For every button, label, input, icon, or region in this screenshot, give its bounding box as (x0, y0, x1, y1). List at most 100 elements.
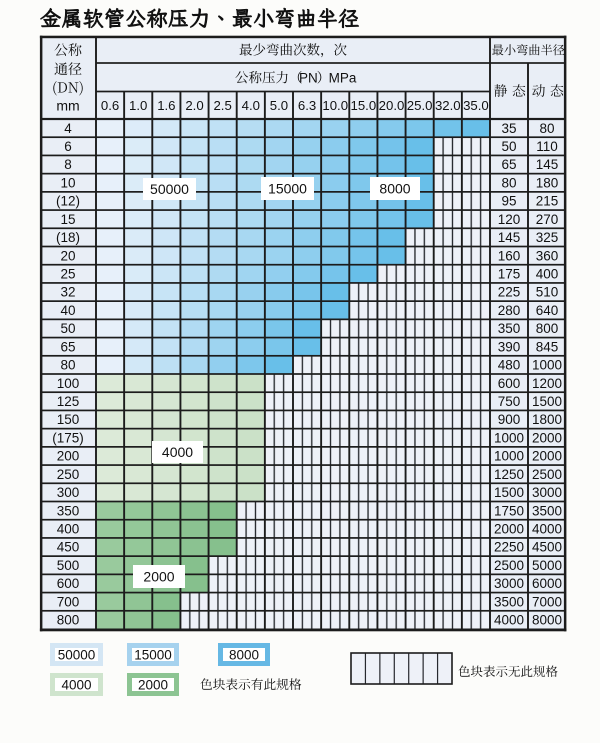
svg-text:1800: 1800 (532, 412, 562, 427)
svg-text:80: 80 (539, 121, 554, 136)
svg-text:20.0: 20.0 (379, 98, 405, 113)
svg-text:1.6: 1.6 (157, 98, 175, 113)
svg-text:350: 350 (57, 503, 80, 518)
svg-text:2000: 2000 (494, 522, 524, 537)
svg-text:mm: mm (56, 98, 79, 114)
svg-text:325: 325 (536, 230, 559, 245)
svg-text:35: 35 (501, 121, 516, 136)
svg-text:2.5: 2.5 (213, 98, 231, 113)
svg-text:4000: 4000 (162, 444, 193, 460)
svg-text:6000: 6000 (532, 576, 562, 591)
svg-text:1000: 1000 (532, 358, 562, 373)
svg-text:15: 15 (60, 212, 75, 227)
svg-text:PN: PN (299, 70, 318, 85)
svg-text:200: 200 (57, 449, 80, 464)
svg-text:50: 50 (60, 321, 75, 336)
svg-text:160: 160 (498, 248, 521, 263)
svg-text:20: 20 (60, 248, 75, 263)
svg-text:1200: 1200 (532, 376, 562, 391)
svg-text:280: 280 (498, 303, 521, 318)
svg-text:225: 225 (498, 285, 521, 300)
svg-text:15.0: 15.0 (351, 98, 377, 113)
svg-text:900: 900 (498, 412, 521, 427)
svg-text:1250: 1250 (494, 467, 524, 482)
svg-text:40: 40 (60, 303, 75, 318)
svg-text:845: 845 (536, 339, 559, 354)
svg-text:1500: 1500 (494, 485, 524, 500)
svg-text:400: 400 (536, 267, 559, 282)
svg-text:100: 100 (57, 376, 80, 391)
svg-text:750: 750 (498, 394, 521, 409)
svg-text:(12): (12) (56, 194, 80, 209)
svg-text:300: 300 (57, 485, 80, 500)
svg-text:215: 215 (536, 194, 559, 209)
svg-text:2000: 2000 (532, 430, 562, 445)
svg-text:35.0: 35.0 (463, 98, 489, 113)
svg-text:8000: 8000 (532, 613, 562, 628)
svg-text:110: 110 (536, 139, 558, 154)
svg-text:3000: 3000 (532, 485, 562, 500)
svg-text:600: 600 (57, 576, 80, 591)
svg-text:500: 500 (57, 558, 80, 573)
svg-text:510: 510 (536, 285, 559, 300)
svg-text:10.0: 10.0 (322, 98, 348, 113)
svg-text:4000: 4000 (61, 677, 91, 692)
svg-text:4: 4 (64, 121, 72, 136)
svg-text:5000: 5000 (532, 558, 562, 573)
svg-text:2000: 2000 (532, 449, 562, 464)
svg-text:8: 8 (64, 157, 72, 172)
svg-text:50: 50 (501, 139, 516, 154)
svg-text:10: 10 (60, 175, 75, 190)
svg-text:350: 350 (498, 321, 521, 336)
svg-text:4.0: 4.0 (242, 98, 260, 113)
svg-text:8000: 8000 (229, 647, 259, 662)
svg-text:150: 150 (57, 412, 80, 427)
svg-text:1.0: 1.0 (129, 98, 147, 113)
svg-text:4000: 4000 (532, 522, 562, 537)
svg-text:390: 390 (498, 339, 521, 354)
svg-text:3500: 3500 (532, 503, 562, 518)
svg-text:95: 95 (501, 194, 516, 209)
svg-text:2000: 2000 (138, 677, 168, 692)
svg-text:8000: 8000 (379, 180, 410, 196)
svg-text:270: 270 (536, 212, 559, 227)
svg-text:800: 800 (57, 613, 80, 628)
svg-text:7000: 7000 (532, 594, 562, 609)
svg-text:15000: 15000 (268, 180, 307, 196)
svg-text:145: 145 (498, 230, 521, 245)
svg-text:0.6: 0.6 (101, 98, 119, 113)
svg-text:2.0: 2.0 (185, 98, 203, 113)
svg-text:2500: 2500 (494, 558, 524, 573)
svg-text:640: 640 (536, 303, 559, 318)
svg-text:175: 175 (498, 267, 521, 282)
svg-text:4500: 4500 (532, 540, 562, 555)
svg-text:2500: 2500 (532, 467, 562, 482)
svg-text:700: 700 (57, 594, 80, 609)
svg-text:65: 65 (60, 339, 75, 354)
svg-text:450: 450 (57, 540, 80, 555)
svg-text:80: 80 (60, 358, 75, 373)
svg-text:3500: 3500 (494, 594, 524, 609)
svg-text:125: 125 (57, 394, 80, 409)
svg-text:6: 6 (64, 139, 72, 154)
svg-text:1750: 1750 (494, 503, 524, 518)
svg-text:800: 800 (536, 321, 559, 336)
svg-text:400: 400 (57, 522, 80, 537)
svg-text:120: 120 (498, 212, 521, 227)
svg-text:180: 180 (536, 175, 559, 190)
svg-text:32.0: 32.0 (435, 98, 461, 113)
svg-text:1000: 1000 (494, 449, 524, 464)
svg-text:15000: 15000 (134, 647, 172, 662)
svg-text:3000: 3000 (494, 576, 524, 591)
svg-text:600: 600 (498, 376, 521, 391)
svg-text:480: 480 (498, 358, 521, 373)
svg-text:25: 25 (60, 267, 75, 282)
svg-text:32: 32 (60, 285, 75, 300)
svg-text:2250: 2250 (494, 540, 524, 555)
svg-text:(175): (175) (52, 430, 84, 445)
svg-text:MPa: MPa (329, 70, 357, 85)
svg-text:6.3: 6.3 (298, 98, 316, 113)
svg-text:50000: 50000 (58, 647, 96, 662)
svg-text:145: 145 (536, 157, 559, 172)
svg-text:360: 360 (536, 248, 559, 263)
